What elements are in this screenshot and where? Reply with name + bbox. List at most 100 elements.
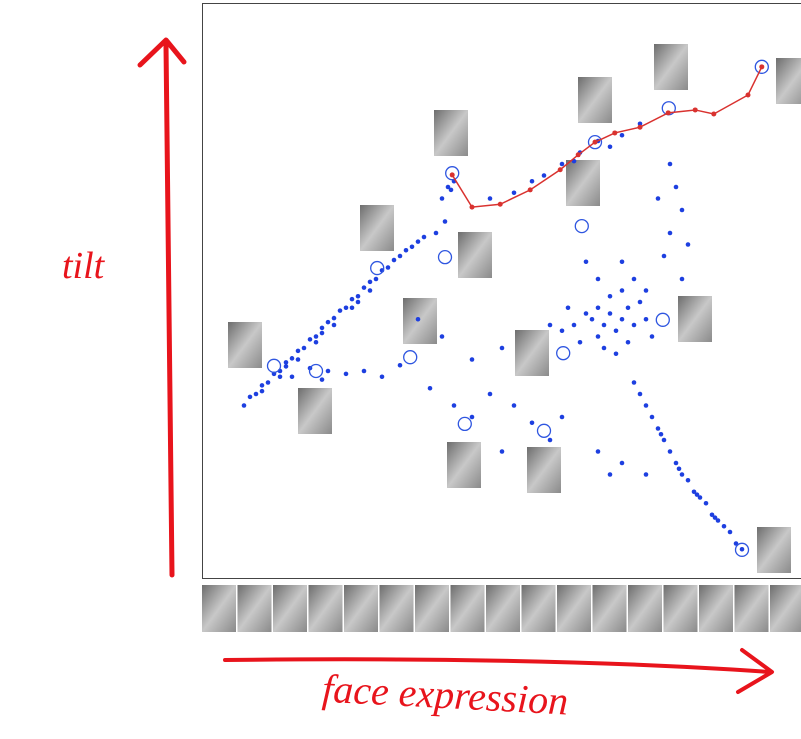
data-point [356,294,361,299]
face-thumbnail [298,388,332,434]
data-point [638,300,643,305]
face-strip-thumbnail [451,585,485,632]
data-point [326,369,331,374]
data-point [596,277,601,282]
data-point [320,326,325,331]
highlighted-point [575,220,588,233]
data-point [602,323,607,328]
face-thumbnail [458,232,492,278]
highlighted-point [404,351,417,364]
data-point [668,162,673,167]
face-thumbnail [515,330,549,376]
data-point [548,438,553,443]
face-thumbnail [360,205,394,251]
face-thumbnail [434,110,468,156]
data-point [662,438,667,443]
data-point [560,415,565,420]
data-point [398,254,403,259]
data-point [740,547,745,552]
data-point [470,415,475,420]
data-point [434,231,439,236]
data-point [644,288,649,293]
data-point [686,242,691,247]
highlighted-point [458,417,471,430]
highlighted-point [538,424,551,437]
face-thumbnail [403,298,437,344]
face-thumbnail [447,442,481,488]
data-point [578,340,583,345]
face-thumbnail [527,447,561,493]
face-strip-thumbnail [344,585,378,632]
data-point [440,196,445,201]
data-point [620,259,625,264]
data-point [296,349,301,354]
data-point [668,449,673,454]
data-point [677,466,682,471]
trajectory-point [638,125,643,130]
data-point [500,346,505,351]
data-point [662,254,667,259]
data-point [590,317,595,322]
data-point [386,265,391,270]
trajectory-point [759,64,764,69]
face-strip-thumbnail [486,585,520,632]
data-point [344,372,349,377]
face-thumbnail [654,44,688,90]
face-thumbnails [202,44,801,632]
face-thumbnail [678,296,712,342]
data-point [650,415,655,420]
data-point [449,188,454,193]
face-strip-thumbnail [380,585,414,632]
y-axis-label: tilt [62,245,106,287]
trajectory-point [450,172,455,177]
data-point [254,392,259,397]
face-strip-thumbnail [238,585,272,632]
data-point [392,258,397,263]
data-point [314,340,319,345]
trajectory-point [612,130,617,135]
data-point [602,346,607,351]
data-point [695,492,700,497]
data-point [350,297,355,302]
data-point [356,300,361,305]
data-point [644,472,649,477]
face-strip-thumbnail [273,585,307,632]
data-point [638,392,643,397]
data-point [596,449,601,454]
data-point [530,420,535,425]
data-point [332,316,337,321]
data-point [560,328,565,333]
face-thumbnail [757,527,791,573]
data-point [644,403,649,408]
data-point [362,369,367,374]
chart: tilt face expression [0,0,801,739]
data-point [302,346,307,351]
highlighted-point [268,359,281,372]
data-point [596,305,601,310]
data-point [512,190,517,195]
data-point [314,334,319,339]
data-point [428,386,433,391]
trajectory-point [576,152,581,157]
data-point [362,285,367,290]
trajectory-point [693,107,698,112]
x-axis-label: face expression [321,666,569,724]
data-point [644,317,649,322]
data-point [608,472,613,477]
face-strip-thumbnail [557,585,591,632]
face-strip-thumbnail [628,585,662,632]
data-point [404,248,409,253]
data-point [242,403,247,408]
tilt-arrow [140,40,184,575]
data-point [542,173,547,178]
face-strip-thumbnail [309,585,343,632]
data-point [659,432,664,437]
data-point [680,277,685,282]
data-point [572,323,577,328]
data-point [296,357,301,362]
data-point [620,133,625,138]
data-point [680,472,685,477]
data-point [284,360,289,365]
face-strip-thumbnail [522,585,556,632]
data-point [422,235,427,240]
